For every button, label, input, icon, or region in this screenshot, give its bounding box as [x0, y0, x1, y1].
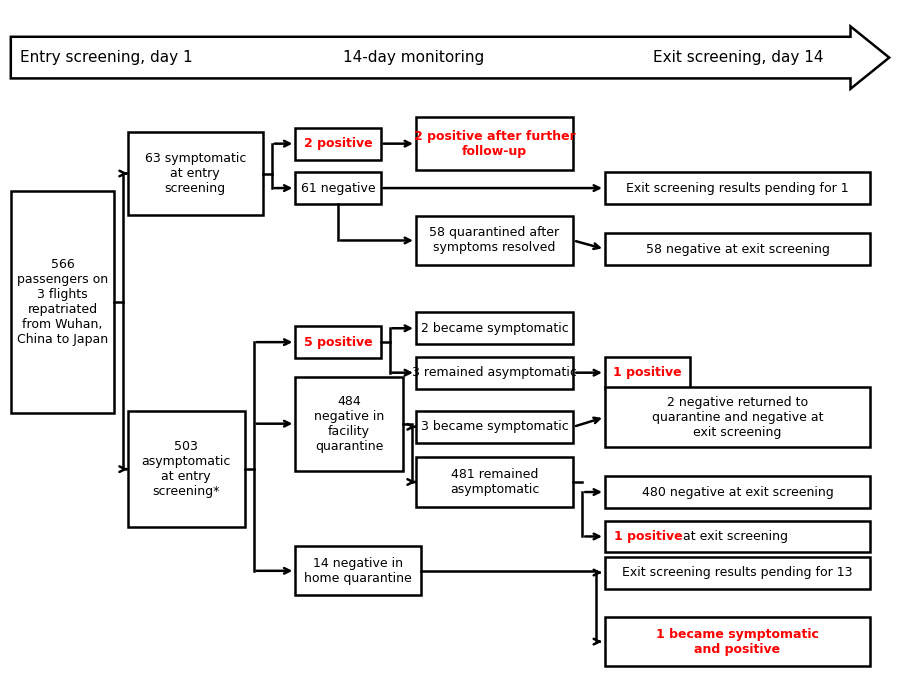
- Text: 1 became symptomatic
and positive: 1 became symptomatic and positive: [656, 627, 819, 656]
- FancyBboxPatch shape: [295, 377, 403, 471]
- FancyBboxPatch shape: [605, 476, 870, 508]
- FancyBboxPatch shape: [295, 128, 381, 160]
- FancyBboxPatch shape: [11, 191, 114, 413]
- Text: 3 became symptomatic: 3 became symptomatic: [420, 421, 569, 433]
- FancyBboxPatch shape: [416, 457, 573, 507]
- FancyBboxPatch shape: [605, 357, 690, 389]
- FancyBboxPatch shape: [295, 546, 421, 595]
- FancyBboxPatch shape: [416, 357, 573, 389]
- FancyBboxPatch shape: [605, 617, 870, 666]
- Text: 480 negative at exit screening: 480 negative at exit screening: [642, 486, 833, 498]
- Text: 1 positive: 1 positive: [613, 366, 682, 379]
- Text: 484
negative in
facility
quarantine: 484 negative in facility quarantine: [314, 395, 384, 452]
- Text: 14-day monitoring: 14-day monitoring: [344, 50, 484, 65]
- Text: 14 negative in
home quarantine: 14 negative in home quarantine: [304, 557, 412, 585]
- FancyBboxPatch shape: [295, 172, 381, 204]
- Text: 503
asymptomatic
at entry
screening*: 503 asymptomatic at entry screening*: [141, 440, 231, 498]
- FancyBboxPatch shape: [128, 132, 263, 215]
- Text: 2 negative returned to
quarantine and negative at
exit screening: 2 negative returned to quarantine and ne…: [652, 396, 824, 439]
- FancyBboxPatch shape: [416, 117, 573, 170]
- Text: Exit screening results pending for 1: Exit screening results pending for 1: [626, 182, 849, 194]
- Text: 5 positive: 5 positive: [303, 336, 373, 348]
- Text: 58 negative at exit screening: 58 negative at exit screening: [645, 243, 830, 255]
- FancyBboxPatch shape: [605, 557, 870, 589]
- FancyBboxPatch shape: [605, 233, 870, 265]
- Text: 61 negative: 61 negative: [301, 182, 375, 194]
- Text: at exit screening: at exit screening: [679, 530, 788, 543]
- FancyBboxPatch shape: [605, 520, 870, 552]
- Text: 3 remained asymptomatic: 3 remained asymptomatic: [412, 366, 577, 379]
- Text: Exit screening, day 14: Exit screening, day 14: [652, 50, 824, 65]
- Text: 2 became symptomatic: 2 became symptomatic: [420, 322, 569, 335]
- FancyBboxPatch shape: [416, 312, 573, 344]
- Text: 481 remained
asymptomatic: 481 remained asymptomatic: [450, 468, 539, 496]
- FancyBboxPatch shape: [416, 216, 573, 265]
- FancyBboxPatch shape: [416, 411, 573, 443]
- Polygon shape: [11, 26, 889, 89]
- Text: 63 symptomatic
at entry
screening: 63 symptomatic at entry screening: [145, 152, 246, 195]
- Text: Entry screening, day 1: Entry screening, day 1: [20, 50, 193, 65]
- Text: 566
passengers on
3 flights
repatriated
from Wuhan,
China to Japan: 566 passengers on 3 flights repatriated …: [17, 258, 108, 346]
- Text: 58 quarantined after
symptoms resolved: 58 quarantined after symptoms resolved: [429, 226, 560, 255]
- Text: Exit screening results pending for 13: Exit screening results pending for 13: [622, 566, 853, 579]
- Text: 1 positive: 1 positive: [614, 530, 682, 543]
- FancyBboxPatch shape: [605, 172, 870, 204]
- FancyBboxPatch shape: [128, 411, 245, 527]
- Text: 2 positive: 2 positive: [303, 137, 373, 150]
- Text: 2 positive after further
follow-up: 2 positive after further follow-up: [414, 130, 575, 158]
- FancyBboxPatch shape: [295, 326, 381, 358]
- FancyBboxPatch shape: [605, 387, 870, 447]
